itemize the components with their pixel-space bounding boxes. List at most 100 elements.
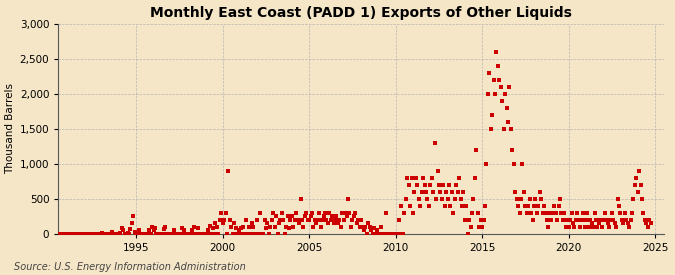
Point — [338, 218, 349, 222]
Point — [263, 232, 274, 236]
Point — [106, 230, 117, 234]
Point — [176, 232, 186, 236]
Point — [141, 232, 152, 236]
Point — [559, 211, 570, 215]
Point — [126, 221, 137, 226]
Point — [575, 225, 586, 229]
Point — [134, 227, 144, 232]
Point — [203, 228, 214, 233]
Point — [103, 232, 114, 236]
Point — [437, 197, 448, 201]
Point — [136, 232, 147, 236]
Point — [190, 232, 200, 236]
Point — [485, 126, 496, 131]
Point — [305, 214, 316, 219]
Point — [488, 77, 499, 82]
Point — [118, 228, 129, 233]
Point — [426, 176, 437, 180]
Point — [545, 211, 556, 215]
Point — [95, 232, 105, 236]
Point — [140, 232, 151, 236]
Point — [602, 221, 613, 226]
Point — [347, 218, 358, 222]
Point — [196, 232, 207, 236]
Point — [84, 232, 95, 236]
Point — [373, 232, 384, 236]
Point — [288, 225, 298, 229]
Point — [610, 221, 620, 226]
Point — [219, 218, 230, 222]
Point — [124, 232, 134, 236]
Point — [323, 221, 333, 226]
Point — [327, 214, 338, 219]
Point — [576, 218, 587, 222]
Point — [216, 211, 227, 215]
Point — [632, 190, 643, 194]
Point — [66, 232, 77, 236]
Point — [301, 211, 312, 215]
Point — [153, 232, 163, 236]
Point — [546, 218, 557, 222]
Point — [119, 232, 130, 236]
Point — [367, 232, 378, 236]
Point — [314, 211, 325, 215]
Point — [518, 190, 529, 194]
Point — [616, 218, 627, 222]
Point — [521, 211, 532, 215]
Point — [533, 204, 544, 208]
Point — [56, 232, 67, 236]
Point — [238, 225, 248, 229]
Point — [366, 228, 377, 233]
Point — [491, 49, 502, 54]
Point — [483, 92, 493, 96]
Point — [357, 225, 368, 229]
Point — [429, 141, 440, 145]
Point — [169, 232, 180, 236]
Point — [93, 232, 104, 236]
Point — [523, 204, 534, 208]
Point — [585, 218, 595, 222]
Point — [428, 190, 439, 194]
Point — [611, 225, 622, 229]
Point — [593, 221, 604, 226]
Point — [142, 232, 153, 236]
Point — [73, 232, 84, 236]
Point — [635, 183, 646, 187]
Point — [187, 228, 198, 233]
Point — [198, 232, 209, 236]
Point — [493, 63, 504, 68]
Point — [514, 211, 525, 215]
Point — [298, 225, 309, 229]
Point — [239, 232, 250, 236]
Point — [402, 176, 412, 180]
Point — [191, 232, 202, 236]
Point — [244, 232, 255, 236]
Point — [138, 232, 149, 236]
Point — [188, 225, 199, 229]
Point — [601, 218, 612, 222]
Point — [517, 162, 528, 166]
Point — [377, 232, 388, 236]
Point — [468, 197, 479, 201]
Point — [387, 232, 398, 236]
Point — [135, 232, 146, 236]
Point — [112, 232, 123, 236]
Point — [625, 218, 636, 222]
Point — [235, 232, 246, 236]
Point — [89, 232, 100, 236]
Point — [333, 221, 344, 226]
Point — [547, 211, 558, 215]
Point — [296, 218, 307, 222]
Point — [535, 190, 545, 194]
Point — [220, 211, 231, 215]
Point — [540, 211, 551, 215]
Point — [68, 232, 78, 236]
Point — [353, 218, 364, 222]
Point — [369, 226, 379, 230]
Point — [308, 225, 319, 229]
Point — [337, 211, 348, 215]
Point — [229, 221, 240, 226]
Point — [395, 232, 406, 236]
Point — [155, 232, 166, 236]
Point — [284, 226, 294, 230]
